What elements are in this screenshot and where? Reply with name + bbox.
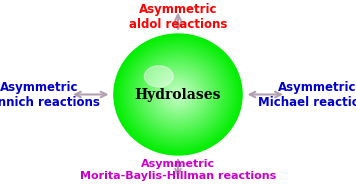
Ellipse shape (153, 71, 203, 118)
Ellipse shape (168, 85, 188, 104)
Ellipse shape (121, 41, 235, 148)
Ellipse shape (157, 75, 199, 114)
Ellipse shape (125, 45, 231, 144)
Ellipse shape (140, 58, 216, 131)
Ellipse shape (175, 91, 181, 98)
Ellipse shape (156, 74, 200, 115)
Ellipse shape (172, 89, 184, 100)
Ellipse shape (158, 76, 198, 113)
Ellipse shape (140, 59, 216, 130)
Ellipse shape (115, 36, 241, 153)
Ellipse shape (172, 88, 184, 101)
Ellipse shape (152, 70, 204, 119)
Ellipse shape (164, 82, 192, 107)
Ellipse shape (129, 48, 227, 141)
Ellipse shape (120, 40, 236, 149)
Ellipse shape (138, 57, 218, 132)
Ellipse shape (167, 84, 189, 105)
Ellipse shape (171, 88, 185, 101)
Ellipse shape (147, 65, 209, 124)
Ellipse shape (152, 70, 204, 119)
Ellipse shape (177, 93, 179, 96)
Ellipse shape (155, 73, 201, 116)
Ellipse shape (132, 51, 224, 138)
Ellipse shape (127, 46, 229, 143)
Ellipse shape (177, 94, 179, 95)
Ellipse shape (145, 66, 173, 87)
Ellipse shape (143, 62, 213, 127)
Ellipse shape (148, 67, 208, 122)
Ellipse shape (174, 91, 182, 98)
Ellipse shape (145, 64, 211, 125)
Ellipse shape (119, 39, 237, 150)
Ellipse shape (137, 56, 219, 133)
Ellipse shape (149, 67, 207, 122)
Ellipse shape (118, 38, 238, 151)
Ellipse shape (133, 52, 223, 137)
Ellipse shape (150, 68, 206, 121)
Text: Asymmetric
Morita-Baylis-Hillman reactions: Asymmetric Morita-Baylis-Hillman reactio… (80, 159, 276, 181)
Ellipse shape (114, 34, 242, 155)
Ellipse shape (143, 61, 213, 128)
Ellipse shape (165, 82, 191, 107)
Ellipse shape (127, 47, 229, 142)
Ellipse shape (141, 60, 215, 129)
Ellipse shape (146, 64, 210, 125)
Ellipse shape (162, 79, 194, 110)
Ellipse shape (116, 36, 240, 153)
Text: Hydrolases: Hydrolases (135, 88, 221, 101)
Ellipse shape (126, 45, 230, 144)
Ellipse shape (117, 37, 239, 152)
Ellipse shape (145, 63, 211, 126)
Ellipse shape (173, 90, 183, 99)
Ellipse shape (134, 53, 222, 136)
Ellipse shape (163, 80, 193, 109)
Ellipse shape (151, 69, 205, 120)
Ellipse shape (136, 54, 220, 135)
Ellipse shape (142, 60, 214, 129)
Ellipse shape (160, 78, 196, 111)
Text: Asymmetric
Michael reactions: Asymmetric Michael reactions (258, 81, 356, 108)
Ellipse shape (159, 76, 197, 113)
Ellipse shape (130, 49, 226, 140)
Ellipse shape (169, 86, 187, 103)
Ellipse shape (139, 57, 217, 132)
Ellipse shape (176, 92, 180, 97)
Ellipse shape (154, 72, 202, 117)
Ellipse shape (124, 43, 232, 146)
Ellipse shape (115, 35, 241, 154)
Ellipse shape (159, 77, 197, 112)
Ellipse shape (131, 50, 225, 139)
Ellipse shape (123, 42, 233, 147)
Text: Asymmetric
Mannich reactions: Asymmetric Mannich reactions (0, 81, 100, 108)
Ellipse shape (168, 85, 188, 104)
Ellipse shape (122, 42, 234, 147)
Ellipse shape (161, 79, 195, 110)
Ellipse shape (148, 66, 208, 123)
Ellipse shape (129, 48, 228, 141)
Ellipse shape (124, 44, 232, 145)
Ellipse shape (132, 51, 224, 138)
Ellipse shape (156, 73, 200, 116)
Ellipse shape (170, 87, 186, 102)
Text: Asymmetric
aldol reactions: Asymmetric aldol reactions (129, 3, 227, 31)
Ellipse shape (166, 83, 190, 106)
Ellipse shape (136, 55, 220, 134)
Ellipse shape (135, 54, 221, 135)
Ellipse shape (163, 81, 192, 108)
Ellipse shape (120, 39, 236, 150)
